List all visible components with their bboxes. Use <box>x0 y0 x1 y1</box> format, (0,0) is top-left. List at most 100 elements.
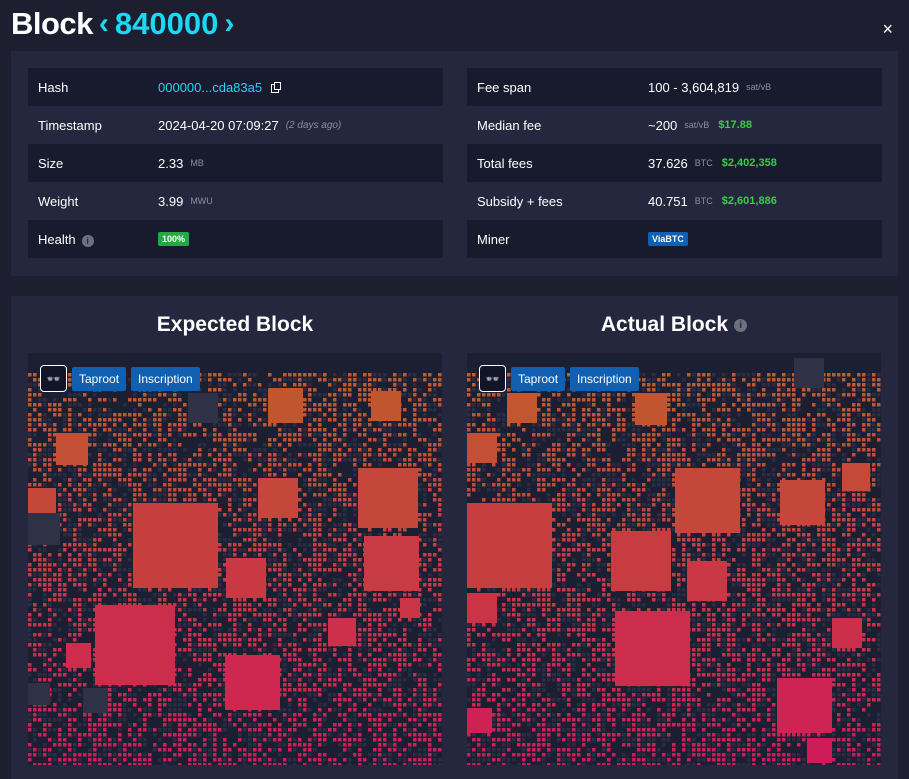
tx-cell[interactable] <box>368 718 372 722</box>
tx-cell[interactable] <box>418 723 422 727</box>
tx-cell[interactable] <box>393 433 397 437</box>
tx-cell[interactable] <box>308 668 312 672</box>
tx-cell[interactable] <box>93 428 97 432</box>
tx-cell[interactable] <box>477 403 481 407</box>
tx-cell[interactable] <box>43 648 47 652</box>
tx-cell[interactable] <box>28 413 32 417</box>
tx-cell[interactable] <box>88 403 92 407</box>
tx-cell[interactable] <box>213 388 217 392</box>
tx-cell[interactable] <box>38 708 42 712</box>
tx-cell[interactable] <box>433 433 437 437</box>
tx-cell[interactable] <box>348 503 352 507</box>
tx-cell[interactable] <box>68 713 72 717</box>
tx-cell[interactable] <box>28 723 32 727</box>
tx-cell[interactable] <box>757 393 761 397</box>
tx-cell[interactable] <box>118 568 122 572</box>
tx-cell[interactable] <box>293 383 297 387</box>
tx-cell[interactable] <box>368 628 372 632</box>
tx-cell[interactable] <box>423 683 427 687</box>
tx-cell[interactable] <box>333 493 337 497</box>
tx-cell[interactable] <box>418 453 422 457</box>
tx-cell[interactable] <box>418 488 422 492</box>
tx-cell[interactable] <box>28 403 32 407</box>
tx-cell[interactable] <box>48 403 52 407</box>
tx-cell[interactable] <box>408 703 412 707</box>
tx-cell[interactable] <box>403 423 407 427</box>
tx-cell[interactable] <box>263 613 267 617</box>
tx-cell[interactable] <box>68 428 72 432</box>
tx-cell[interactable] <box>233 553 237 557</box>
tx-cell[interactable] <box>98 513 102 517</box>
tx-cell[interactable] <box>343 603 347 607</box>
tx-cell[interactable] <box>308 738 312 742</box>
tx-cell[interactable] <box>353 498 357 502</box>
tx-cell[interactable] <box>123 603 127 607</box>
tx-cell[interactable] <box>363 593 367 597</box>
tx-cell[interactable] <box>218 663 222 667</box>
tx-cell[interactable] <box>88 473 92 477</box>
tx-cell[interactable] <box>308 398 312 402</box>
tx-cell[interactable] <box>203 598 207 602</box>
tx-cell[interactable] <box>742 398 746 402</box>
tx-cell[interactable] <box>113 428 117 432</box>
tx-cell[interactable] <box>108 738 112 742</box>
tx-cell[interactable] <box>58 548 62 552</box>
tx-cell[interactable] <box>348 378 352 382</box>
tx-cell[interactable] <box>103 483 107 487</box>
tx-cell[interactable] <box>38 398 42 402</box>
tx-cell[interactable] <box>98 518 102 522</box>
tx-cell[interactable] <box>303 373 307 377</box>
tx-cell[interactable] <box>438 503 442 507</box>
tx-cell[interactable] <box>418 663 422 667</box>
tx-cell[interactable] <box>263 443 267 447</box>
tx-cell[interactable] <box>278 733 282 737</box>
tx-cell[interactable] <box>93 548 97 552</box>
tx-cell[interactable] <box>223 403 227 407</box>
tx-cell[interactable] <box>423 663 427 667</box>
tx-cell[interactable] <box>113 538 117 542</box>
tx-cell[interactable] <box>273 563 277 567</box>
tx-cell[interactable] <box>93 538 97 542</box>
tx-cell[interactable] <box>128 528 132 532</box>
tx-cell[interactable] <box>43 583 47 587</box>
tx-cell[interactable] <box>98 418 102 422</box>
tx-cell[interactable] <box>353 438 357 442</box>
tx-cell[interactable] <box>303 603 307 607</box>
tx-cell[interactable] <box>123 548 127 552</box>
tx-cell[interactable] <box>233 483 237 487</box>
tx-cell[interactable] <box>348 683 352 687</box>
tx-cell[interactable] <box>48 448 52 452</box>
tx-cell[interactable] <box>363 383 367 387</box>
tx-cell[interactable] <box>413 673 417 677</box>
tx-cell[interactable] <box>28 743 32 747</box>
tx-cell[interactable] <box>133 593 137 597</box>
tx-cell[interactable] <box>418 708 422 712</box>
tx-cell[interactable] <box>268 473 272 477</box>
tx-cell[interactable] <box>43 478 47 482</box>
tx-cell[interactable] <box>358 543 362 547</box>
tx-block[interactable] <box>28 513 60 545</box>
tx-cell[interactable] <box>313 693 317 697</box>
tx-cell[interactable] <box>218 383 222 387</box>
tx-cell[interactable] <box>333 673 337 677</box>
tx-cell[interactable] <box>248 438 252 442</box>
tx-cell[interactable] <box>248 758 252 762</box>
tx-cell[interactable] <box>423 513 427 517</box>
tx-cell[interactable] <box>108 398 112 402</box>
tx-cell[interactable] <box>53 718 57 722</box>
tx-cell[interactable] <box>223 443 227 447</box>
tx-cell[interactable] <box>53 673 57 677</box>
tx-cell[interactable] <box>378 423 382 427</box>
tx-cell[interactable] <box>348 728 352 732</box>
tx-cell[interactable] <box>28 443 32 447</box>
tx-cell[interactable] <box>438 533 442 537</box>
tx-cell[interactable] <box>33 713 37 717</box>
tx-cell[interactable] <box>178 623 182 627</box>
tx-cell[interactable] <box>223 723 227 727</box>
tx-cell[interactable] <box>48 428 52 432</box>
tx-cell[interactable] <box>333 613 337 617</box>
tx-cell[interactable] <box>263 623 267 627</box>
tx-cell[interactable] <box>403 663 407 667</box>
tx-cell[interactable] <box>782 373 786 377</box>
tx-cell[interactable] <box>368 378 372 382</box>
